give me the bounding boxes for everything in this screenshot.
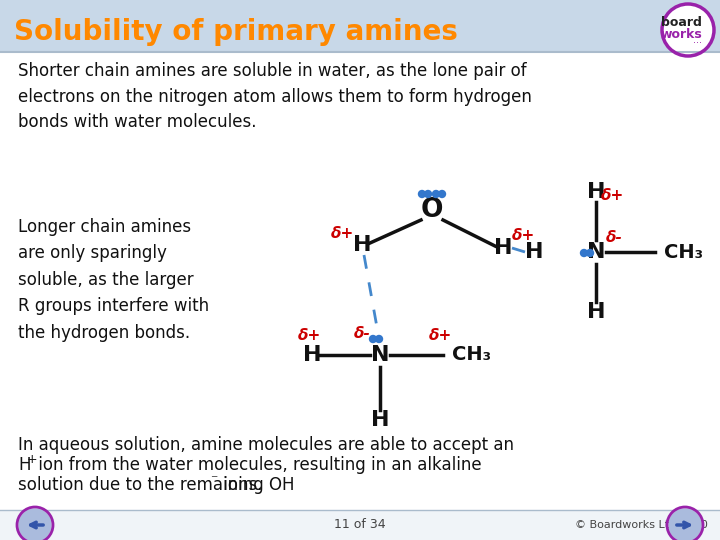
Text: 11 of 34: 11 of 34 <box>334 518 386 531</box>
Text: CH₃: CH₃ <box>664 242 703 261</box>
Text: ⁻: ⁻ <box>210 473 217 487</box>
Text: δ+: δ+ <box>330 226 354 240</box>
Text: N: N <box>587 242 606 262</box>
Text: H: H <box>587 182 606 202</box>
Text: Longer chain amines
are only sparingly
soluble, as the larger
R groups interfere: Longer chain amines are only sparingly s… <box>18 218 209 342</box>
Text: +: + <box>27 453 37 466</box>
Text: H: H <box>494 238 512 258</box>
Text: ions.: ions. <box>218 476 263 494</box>
Text: O: O <box>420 197 444 223</box>
Circle shape <box>369 335 377 342</box>
Circle shape <box>580 249 588 256</box>
Text: solution due to the remaining OH: solution due to the remaining OH <box>18 476 294 494</box>
Bar <box>0 52 720 520</box>
Circle shape <box>425 191 431 198</box>
Text: Solubility of primary amines: Solubility of primary amines <box>14 18 458 46</box>
Bar <box>0 0 720 52</box>
Circle shape <box>438 191 446 198</box>
Text: N: N <box>371 345 390 365</box>
Circle shape <box>587 249 593 256</box>
Text: H: H <box>587 302 606 322</box>
Text: H: H <box>302 345 321 365</box>
Text: ion from the water molecules, resulting in an alkaline: ion from the water molecules, resulting … <box>33 456 482 474</box>
Text: In aqueous solution, amine molecules are able to accept an: In aqueous solution, amine molecules are… <box>18 436 514 454</box>
Text: δ-: δ- <box>606 231 622 246</box>
Text: works: works <box>660 29 702 42</box>
Text: H: H <box>525 242 544 262</box>
Circle shape <box>19 509 51 540</box>
Text: Shorter chain amines are soluble in water, as the lone pair of
electrons on the : Shorter chain amines are soluble in wate… <box>18 62 532 131</box>
Circle shape <box>418 191 426 198</box>
Text: H: H <box>353 235 372 255</box>
Text: δ+: δ+ <box>428 327 451 342</box>
Text: δ+: δ+ <box>297 327 320 342</box>
Text: board: board <box>660 17 701 30</box>
Circle shape <box>433 191 439 198</box>
Bar <box>0 510 720 540</box>
Text: δ+: δ+ <box>511 228 535 244</box>
Text: © Boardworks Ltd 2010: © Boardworks Ltd 2010 <box>575 520 708 530</box>
Text: H: H <box>18 456 30 474</box>
Text: δ+: δ+ <box>600 188 624 204</box>
Circle shape <box>376 335 382 342</box>
Text: H: H <box>371 410 390 430</box>
Text: δ-: δ- <box>354 326 370 341</box>
Text: CH₃: CH₃ <box>452 346 491 365</box>
Text: ...: ... <box>693 35 703 45</box>
Circle shape <box>669 509 701 540</box>
Circle shape <box>662 4 714 56</box>
